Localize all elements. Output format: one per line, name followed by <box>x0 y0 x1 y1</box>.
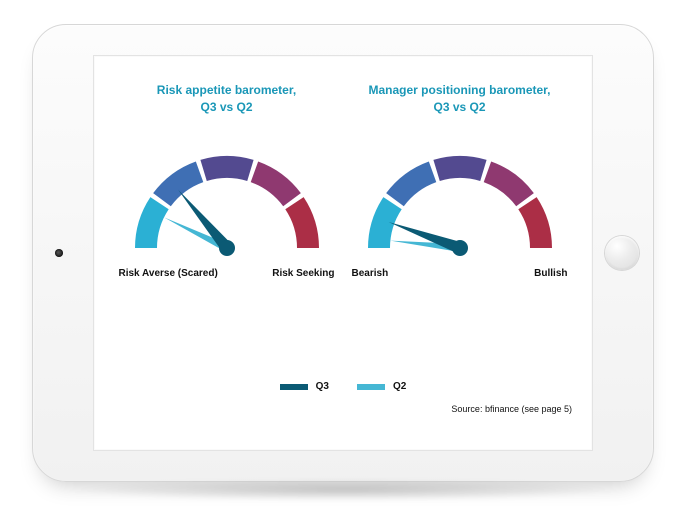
left-axis-label: Bearish <box>352 268 389 279</box>
gauge-segment <box>200 156 253 181</box>
gauge <box>360 146 560 258</box>
home-button[interactable] <box>605 236 639 270</box>
legend-item-q3: Q3 <box>280 381 329 392</box>
gauge-svg <box>360 146 560 258</box>
content: Risk appetite barometer, Q3 vs Q2 Risk A… <box>94 56 592 450</box>
risk-appetite-chart: Risk appetite barometer, Q3 vs Q2 Risk A… <box>117 82 337 279</box>
gauge-segment <box>153 161 203 206</box>
gauge-segment <box>250 161 300 206</box>
screen: Risk appetite barometer, Q3 vs Q2 Risk A… <box>93 55 593 451</box>
right-axis-label: Risk Seeking <box>272 268 334 279</box>
chart-title: Risk appetite barometer, Q3 vs Q2 <box>117 82 337 116</box>
right-axis-label: Bullish <box>534 268 567 279</box>
source-text: Source: bfinance (see page 5) <box>451 404 572 414</box>
gauge-hub <box>219 240 235 256</box>
gauge-segment <box>386 161 436 206</box>
ipad-frame: Risk appetite barometer, Q3 vs Q2 Risk A… <box>32 24 654 482</box>
legend-swatch <box>357 384 385 390</box>
legend-label: Q3 <box>316 381 329 392</box>
axis-labels: Bearish Bullish <box>350 268 570 279</box>
gauge-segment <box>518 197 552 248</box>
gauge-segment <box>368 197 402 248</box>
manager-positioning-chart: Manager positioning barometer, Q3 vs Q2 … <box>350 82 570 279</box>
gauge <box>127 146 327 258</box>
chart-title: Manager positioning barometer, Q3 vs Q2 <box>350 82 570 116</box>
charts-row: Risk appetite barometer, Q3 vs Q2 Risk A… <box>94 56 592 279</box>
gauge-hub <box>452 240 468 256</box>
camera-icon <box>55 249 63 257</box>
legend-swatch <box>280 384 308 390</box>
left-axis-label: Risk Averse (Scared) <box>119 268 218 279</box>
gauge-segment <box>433 156 486 181</box>
legend-item-q2: Q2 <box>357 381 406 392</box>
gauge-segment <box>285 197 319 248</box>
needle-primary <box>388 222 461 254</box>
gauge-segment <box>135 197 169 248</box>
gauge-svg <box>127 146 327 258</box>
legend: Q3 Q2 <box>94 381 592 392</box>
gauge-segment <box>483 161 533 206</box>
axis-labels: Risk Averse (Scared) Risk Seeking <box>117 268 337 279</box>
legend-label: Q2 <box>393 381 406 392</box>
stage: Risk appetite barometer, Q3 vs Q2 Risk A… <box>0 0 685 522</box>
